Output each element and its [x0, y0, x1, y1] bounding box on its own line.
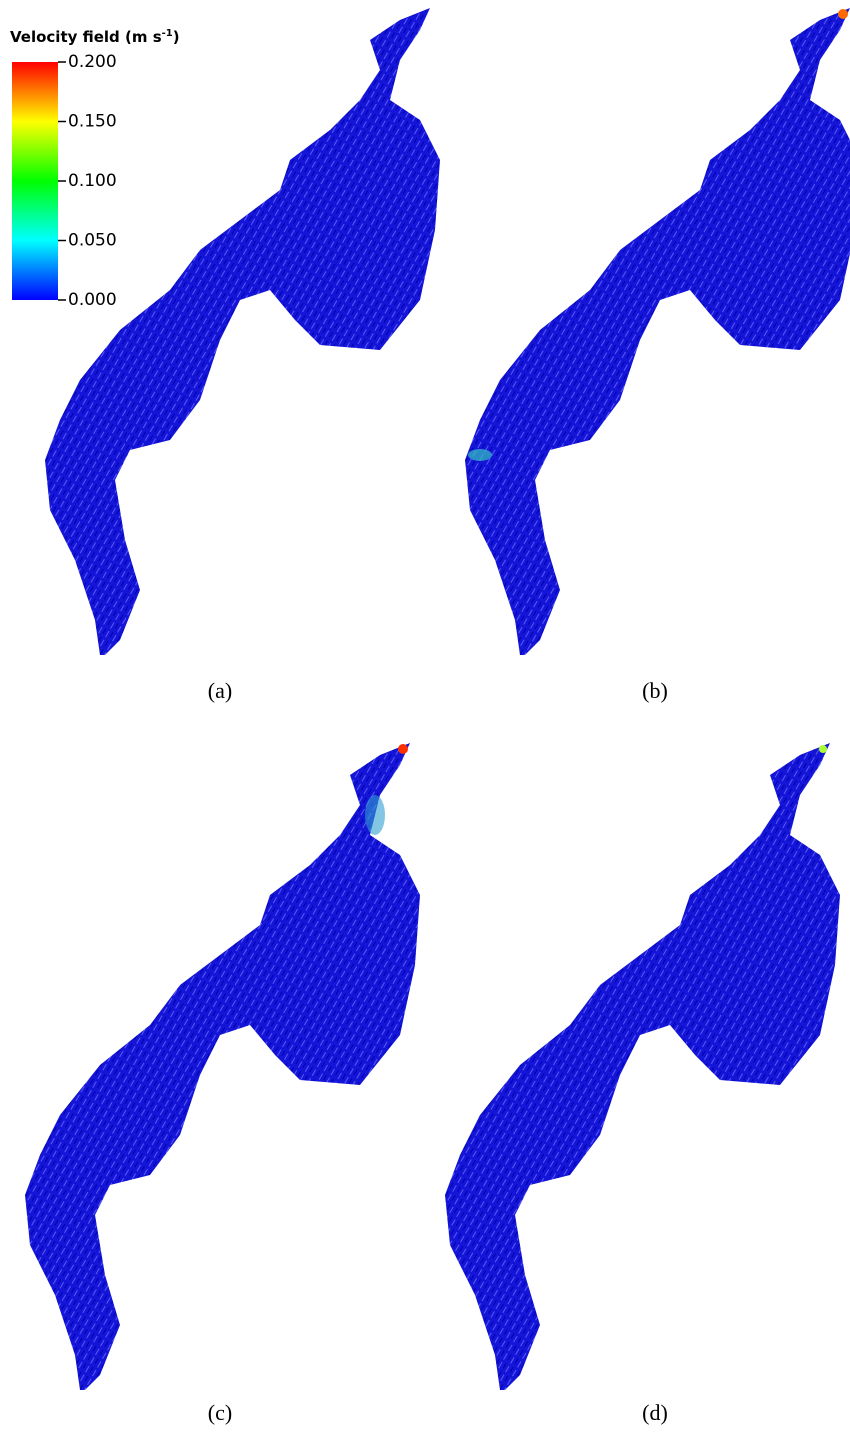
map-a: [45, 8, 440, 655]
map-d: [445, 743, 840, 1390]
colorbar-title: Velocity field (m s-1): [10, 28, 180, 46]
colorbar-ticks: 0.200 0.150 0.100 0.050 0.000: [58, 52, 117, 310]
caption: (d): [642, 1400, 668, 1425]
tick-label: 0.100: [68, 171, 117, 191]
map-b: [465, 8, 850, 655]
caption: (a): [208, 678, 232, 703]
tick-label: 0.050: [68, 231, 117, 251]
map-c: [25, 743, 420, 1390]
caption: (b): [642, 678, 668, 703]
figure: Velocity field (m s-1) 0.2000.1500.1000.…: [0, 0, 850, 1437]
tick-label: 0.150: [68, 112, 117, 132]
tick-label: 0.000: [68, 290, 117, 310]
tick-label: 0.200: [68, 52, 117, 72]
colorbar: [12, 62, 58, 300]
caption: (c): [208, 1400, 232, 1425]
